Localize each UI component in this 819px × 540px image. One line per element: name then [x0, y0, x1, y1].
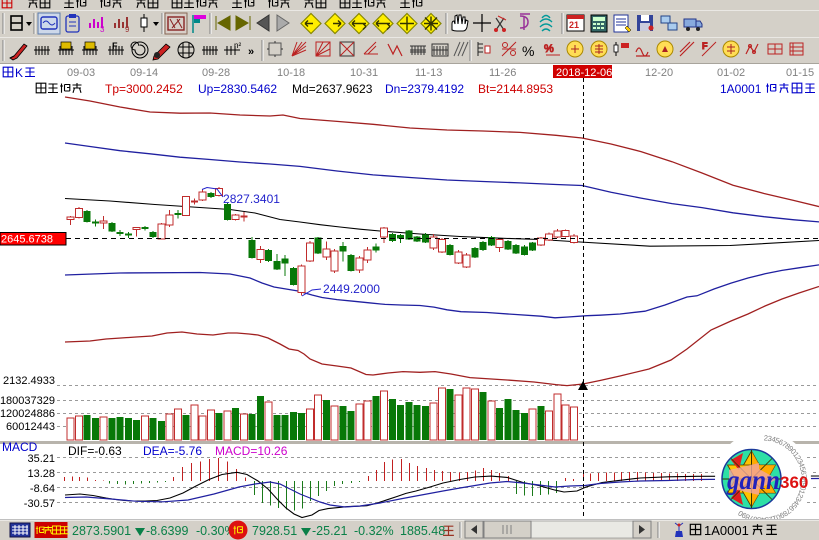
svg-text:5: 5 [757, 515, 762, 519]
svg-text:35.21: 35.21 [27, 453, 55, 465]
svg-text:4: 4 [761, 516, 765, 519]
svg-text:3: 3 [100, 25, 105, 34]
svg-text:K: K [15, 66, 23, 80]
svg-text:2: 2 [796, 492, 806, 499]
svg-text:3: 3 [764, 515, 769, 519]
svg-text:6: 6 [777, 437, 785, 447]
svg-text:6: 6 [799, 470, 809, 476]
svg-text:7: 7 [799, 474, 808, 479]
svg-text:0: 0 [798, 485, 808, 491]
svg-text:DIF=-0.63: DIF=-0.63 [68, 444, 122, 458]
svg-text:11-26: 11-26 [489, 67, 516, 79]
svg-text:180037329: 180037329 [0, 395, 55, 407]
svg-text:12-20: 12-20 [645, 67, 673, 79]
svg-text:09-28: 09-28 [202, 67, 230, 79]
svg-text:8: 8 [783, 441, 792, 451]
svg-text:120024886: 120024886 [0, 408, 55, 420]
svg-text:2: 2 [793, 454, 803, 462]
svg-text:10-18: 10-18 [277, 67, 305, 79]
svg-text:1885.48: 1885.48 [400, 524, 445, 538]
svg-text:5: 5 [798, 466, 808, 472]
svg-text:5: 5 [789, 501, 799, 510]
svg-text:F: F [112, 41, 118, 51]
svg-text:9: 9 [786, 444, 795, 453]
svg-text:11-13: 11-13 [415, 67, 442, 79]
svg-text:13.28: 13.28 [27, 468, 55, 480]
svg-text:09-03: 09-03 [67, 67, 95, 79]
svg-text:Up=2830.5462: Up=2830.5462 [198, 82, 277, 96]
svg-text:1: 1 [791, 450, 801, 459]
svg-text:09-14: 09-14 [130, 67, 158, 79]
svg-text:-8.6399: -8.6399 [146, 524, 188, 538]
svg-text:9: 9 [740, 510, 748, 519]
svg-text:6: 6 [752, 514, 758, 519]
svg-text:1A0001: 1A0001 [720, 82, 762, 96]
svg-text:01-15: 01-15 [786, 67, 814, 79]
svg-text:0: 0 [775, 512, 782, 519]
svg-text:-0.30%: -0.30% [196, 524, 236, 538]
svg-text:1: 1 [771, 513, 777, 519]
svg-text:01-02: 01-02 [717, 67, 745, 79]
svg-text:2132.4933: 2132.4933 [3, 375, 55, 387]
svg-text:0: 0 [736, 509, 744, 519]
svg-text:Dn=2379.4192: Dn=2379.4192 [385, 82, 464, 96]
svg-text:7: 7 [784, 506, 793, 516]
svg-text:%: % [544, 43, 554, 55]
svg-text:2018-12-06: 2018-12-06 [556, 67, 612, 79]
svg-text:3: 3 [795, 458, 805, 466]
svg-text:5: 5 [774, 436, 781, 446]
svg-text:7: 7 [780, 439, 788, 449]
svg-text:2449.2000: 2449.2000 [323, 282, 380, 296]
svg-text:2: 2 [768, 514, 774, 519]
svg-text:8: 8 [781, 509, 789, 519]
svg-text:2645.6738: 2645.6738 [1, 234, 53, 246]
svg-text:Md=2637.9623: Md=2637.9623 [292, 82, 373, 96]
svg-text:4: 4 [792, 498, 802, 507]
svg-text:DEA=-5.76: DEA=-5.76 [143, 444, 202, 458]
svg-text:21: 21 [569, 20, 579, 30]
svg-text:7: 7 [748, 513, 754, 519]
svg-text:F: F [702, 41, 708, 51]
svg-text:2873.5901: 2873.5901 [72, 524, 131, 538]
svg-text:Bt=2144.8953: Bt=2144.8953 [478, 82, 553, 96]
svg-text:2: 2 [763, 433, 768, 442]
svg-text:%: % [522, 43, 534, 59]
svg-text:4: 4 [797, 461, 807, 468]
svg-text:9: 9 [778, 510, 786, 519]
svg-text:3: 3 [767, 434, 773, 444]
svg-text:60012443: 60012443 [6, 421, 55, 433]
svg-text:3: 3 [794, 495, 804, 503]
svg-text:10-31: 10-31 [350, 67, 378, 79]
svg-text:Tp=3000.2452: Tp=3000.2452 [105, 82, 183, 96]
svg-text:4: 4 [770, 435, 776, 445]
svg-text:MACD: MACD [2, 440, 38, 454]
svg-text:1A0001: 1A0001 [704, 523, 749, 538]
svg-text:9: 9 [125, 25, 130, 34]
svg-text:-30.57: -30.57 [24, 498, 55, 510]
svg-text:7928.51: 7928.51 [252, 524, 297, 538]
svg-text:-25.21: -25.21 [312, 524, 347, 538]
svg-text:MACD=10.26: MACD=10.26 [215, 444, 288, 458]
svg-text:»: » [248, 46, 254, 58]
svg-text:n²: n² [234, 41, 241, 50]
svg-text:1: 1 [797, 489, 807, 496]
svg-text:-8.64: -8.64 [30, 483, 55, 495]
svg-text:8: 8 [799, 478, 808, 482]
svg-text:8: 8 [744, 512, 751, 519]
svg-text:9: 9 [799, 482, 808, 487]
svg-text:gann: gann [726, 465, 780, 495]
svg-text:2827.3401: 2827.3401 [223, 192, 280, 206]
svg-text:6: 6 [787, 504, 796, 513]
svg-text:360: 360 [780, 473, 808, 492]
svg-text:-0.32%: -0.32% [354, 524, 394, 538]
svg-text:0: 0 [789, 447, 798, 456]
